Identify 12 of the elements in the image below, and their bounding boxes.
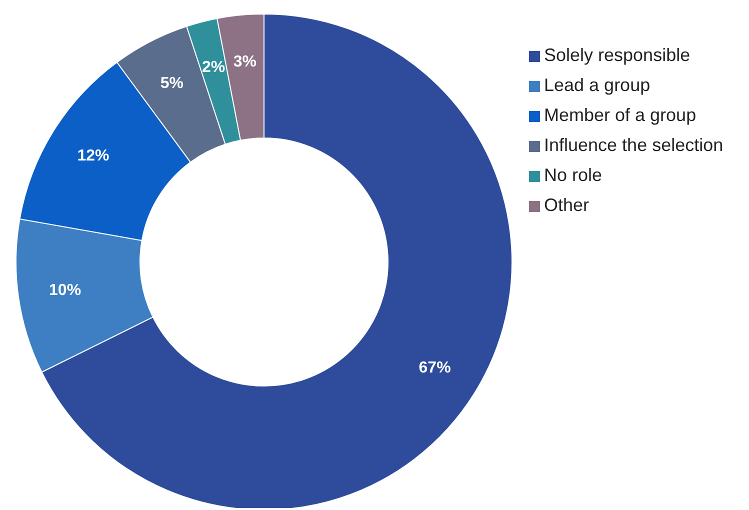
- legend-label: Other: [544, 195, 590, 215]
- legend-label: Member of a group: [544, 105, 696, 125]
- data-label: 5%: [160, 74, 184, 92]
- legend-label: Influence the selection: [544, 135, 724, 155]
- legend-label: No role: [544, 165, 602, 185]
- data-label: 67%: [418, 359, 451, 376]
- legend-label: Solely responsible: [544, 45, 690, 65]
- data-label: 2%: [202, 58, 226, 76]
- legend-label: Lead a group: [544, 75, 650, 95]
- data-label: 10%: [49, 282, 82, 300]
- data-label: 3%: [233, 53, 256, 70]
- data-label: 12%: [77, 148, 110, 165]
